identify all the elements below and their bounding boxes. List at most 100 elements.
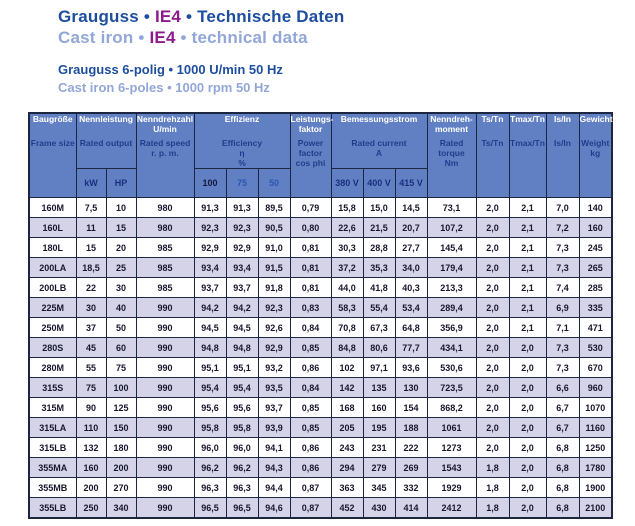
data-cell: 91,3 — [193, 197, 227, 218]
table-row: 225M 30 40 990 94,2 94,2 92,3 0,83 58,3 55,4 53,4 2… — [28, 297, 613, 318]
col-is-in-label-de: Is/In — [553, 114, 571, 124]
data-cell: 335 — [578, 297, 613, 318]
data-cell: 2,0 — [475, 277, 510, 298]
data-cell: 7,2 — [545, 217, 580, 238]
data-cell: 15,0 — [362, 197, 396, 218]
data-cell: 58,3 — [330, 297, 364, 318]
data-cell: 22,6 — [330, 217, 364, 238]
data-cell: 2,0 — [508, 357, 547, 378]
data-cell: 40 — [105, 297, 137, 318]
data-cell: 37,2 — [330, 257, 364, 278]
data-cell: 332 — [394, 477, 428, 498]
data-cell: 93,6 — [394, 357, 428, 378]
data-cell: 91,5 — [257, 257, 291, 278]
data-cell: 2,1 — [508, 257, 547, 278]
col-rated-output-label-de: Nennleistung — [79, 114, 133, 124]
data-cell: 7,5 — [75, 197, 107, 218]
title-segment: IE4 — [149, 28, 176, 47]
data-cell: 64,8 — [394, 317, 428, 338]
title-segment: IE4 — [154, 7, 182, 26]
data-cell: 107,2 — [426, 217, 477, 238]
data-cell: 345 — [362, 477, 396, 498]
col-ts-tn: Ts/Tn Ts/Tn — [475, 112, 510, 198]
data-cell: 1,8 — [475, 457, 510, 478]
data-cell: 90 — [75, 397, 107, 418]
col-power-factor-label-en: Power factor cos phi — [295, 138, 326, 168]
frame-size-cell: 160M — [28, 197, 77, 218]
frame-size-cell: 250M — [28, 317, 77, 338]
data-cell: 70,8 — [330, 317, 364, 338]
data-cell: 125 — [105, 397, 137, 418]
data-cell: 40,3 — [394, 277, 428, 298]
data-cell: 92,3 — [225, 217, 259, 238]
data-cell: 55,4 — [362, 297, 396, 318]
data-cell: 6,7 — [545, 397, 580, 418]
col-rated-speed-label-en: Rated speed r. p. m. — [139, 138, 191, 158]
data-cell: 94,4 — [257, 477, 291, 498]
data-cell: 75 — [105, 357, 137, 378]
data-cell: 213,3 — [426, 277, 477, 298]
data-cell: 20,7 — [394, 217, 428, 238]
data-cell: 41,8 — [362, 277, 396, 298]
table-row: 315LB 132 180 990 96,0 96,0 94,1 0,86 243 231 222 1… — [28, 437, 613, 458]
data-cell: 430 — [362, 497, 396, 519]
data-cell: 30 — [105, 277, 137, 298]
data-cell: 95,1 — [193, 357, 227, 378]
col-weight-label-en: Weight kg — [581, 138, 610, 158]
data-cell: 142 — [330, 377, 364, 398]
data-cell: 15 — [75, 237, 107, 258]
data-cell: 25 — [105, 257, 137, 278]
table-row: 315M 90 125 990 95,6 95,6 93,7 0,85 168 160 154 868… — [28, 397, 613, 418]
data-cell: 200 — [75, 477, 107, 498]
col-power-factor: Leistungs- faktor Power factor cos phi — [289, 112, 333, 198]
data-cell: 11 — [75, 217, 107, 238]
col-rated-output: Nennleistung Rated output — [75, 112, 137, 169]
data-cell: 93,2 — [257, 357, 291, 378]
subcol-kw: kW — [75, 168, 107, 198]
frame-size-cell: 355MB — [28, 477, 77, 498]
data-cell: 990 — [135, 337, 195, 358]
data-cell: 0,86 — [289, 437, 332, 458]
data-cell: 985 — [135, 237, 195, 258]
data-cell: 95,8 — [193, 417, 227, 438]
data-cell: 6,8 — [545, 477, 580, 498]
data-cell: 20 — [105, 237, 137, 258]
data-cell: 2,1 — [508, 237, 547, 258]
data-cell: 980 — [135, 197, 195, 218]
data-cell: 92,9 — [225, 237, 259, 258]
data-cell: 96,5 — [225, 497, 259, 519]
data-cell: 245 — [578, 237, 613, 258]
data-cell: 168 — [330, 397, 364, 418]
data-cell: 990 — [135, 357, 195, 378]
data-cell: 2,0 — [475, 297, 510, 318]
frame-size-cell: 280M — [28, 357, 77, 378]
data-cell: 2,0 — [475, 217, 510, 238]
subcol-hp: HP — [105, 168, 137, 198]
data-cell: 2,0 — [508, 457, 547, 478]
data-cell: 6,8 — [545, 437, 580, 458]
frame-size-cell: 355LB — [28, 497, 77, 519]
table-row: 355MA 160 200 990 96,2 96,2 94,3 0,86 294 279 269 1… — [28, 457, 613, 478]
data-cell: 2,0 — [475, 237, 510, 258]
frame-size-cell: 180L — [28, 237, 77, 258]
data-cell: 91,3 — [225, 197, 259, 218]
data-cell: 2,0 — [508, 477, 547, 498]
data-cell: 2100 — [578, 497, 613, 519]
data-cell: 80,6 — [362, 337, 396, 358]
col-frame-size-label-en: Frame size — [30, 138, 75, 148]
data-cell: 92,9 — [193, 237, 227, 258]
col-rated-current-label-en: Rated current A — [351, 138, 407, 158]
data-cell: 53,4 — [394, 297, 428, 318]
frame-size-cell: 280S — [28, 337, 77, 358]
frame-size-cell: 315LB — [28, 437, 77, 458]
data-cell: 75 — [75, 377, 107, 398]
data-cell: 279 — [362, 457, 396, 478]
data-cell: 985 — [135, 257, 195, 278]
data-cell: 84,8 — [330, 337, 364, 358]
data-cell: 0,87 — [289, 477, 332, 498]
data-cell: 990 — [135, 417, 195, 438]
data-cell: 2,0 — [508, 397, 547, 418]
data-cell: 67,3 — [362, 317, 396, 338]
data-cell: 2,0 — [475, 377, 510, 398]
data-cell: 94,1 — [257, 437, 291, 458]
